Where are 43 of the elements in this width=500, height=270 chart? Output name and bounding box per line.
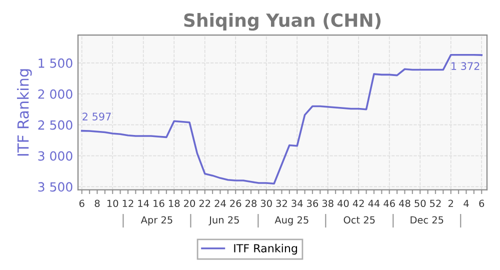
x-tick-label: 36 [307,200,318,208]
x-tick-label: 50 [414,200,426,208]
x-tick-label: 24 [214,200,226,207]
x-tick-label: 10 [107,200,118,208]
text: Jun 25 [208,216,239,226]
data-label: 1 372 [452,62,480,70]
x-tick-label: 14 [138,200,149,207]
y-tick-label: 3 000 [38,151,72,161]
y-tick-label: 1 500 [38,58,72,68]
chart-title: Shiqing Yuan (CHN) [184,13,381,31]
y-axis-title: ITF Ranking [17,69,32,156]
x-tick-label: 6 [479,200,484,208]
x-tick-label: 12 [122,200,134,207]
text: Oct 25 [344,216,375,224]
x-tick-label: 40 [338,200,349,208]
x-tick-label: 52 [430,200,441,208]
legend-label: ITF Ranking [234,244,298,255]
y-tick-label: 2 500 [38,120,72,130]
x-tick-label: 34 [292,200,303,208]
text: Aug 25 [274,216,308,226]
x-tick-label: 44 [368,200,380,207]
x-tick-label: 16 [154,200,164,208]
x-tick-label: 38 [322,200,334,208]
x-tick-label: 48 [399,200,410,208]
x-tick-label: 18 [168,200,180,208]
line-series [80,54,483,185]
x-tick-label: 26 [230,200,242,208]
x-tick-label: 30 [260,200,272,208]
y-tick-label: 3 500 [38,182,72,192]
x-tick-label: 28 [246,200,256,208]
text: Dec 25 [410,216,444,224]
x-tick-label: 8 [94,200,100,208]
y-tick-label: 2 000 [38,89,72,99]
data-label: 2 597 [82,112,111,120]
x-tick-label: 2 [448,200,453,207]
text: Apr 25 [140,216,172,226]
x-tick-label: 42 [352,200,364,207]
x-tick-label: 22 [199,200,210,207]
x-tick-label: 46 [384,200,395,208]
x-tick-label: 20 [184,200,196,208]
x-tick-label: 4 [464,200,469,207]
x-tick-label: 6 [79,200,84,208]
x-tick-label: 32 [276,200,287,208]
